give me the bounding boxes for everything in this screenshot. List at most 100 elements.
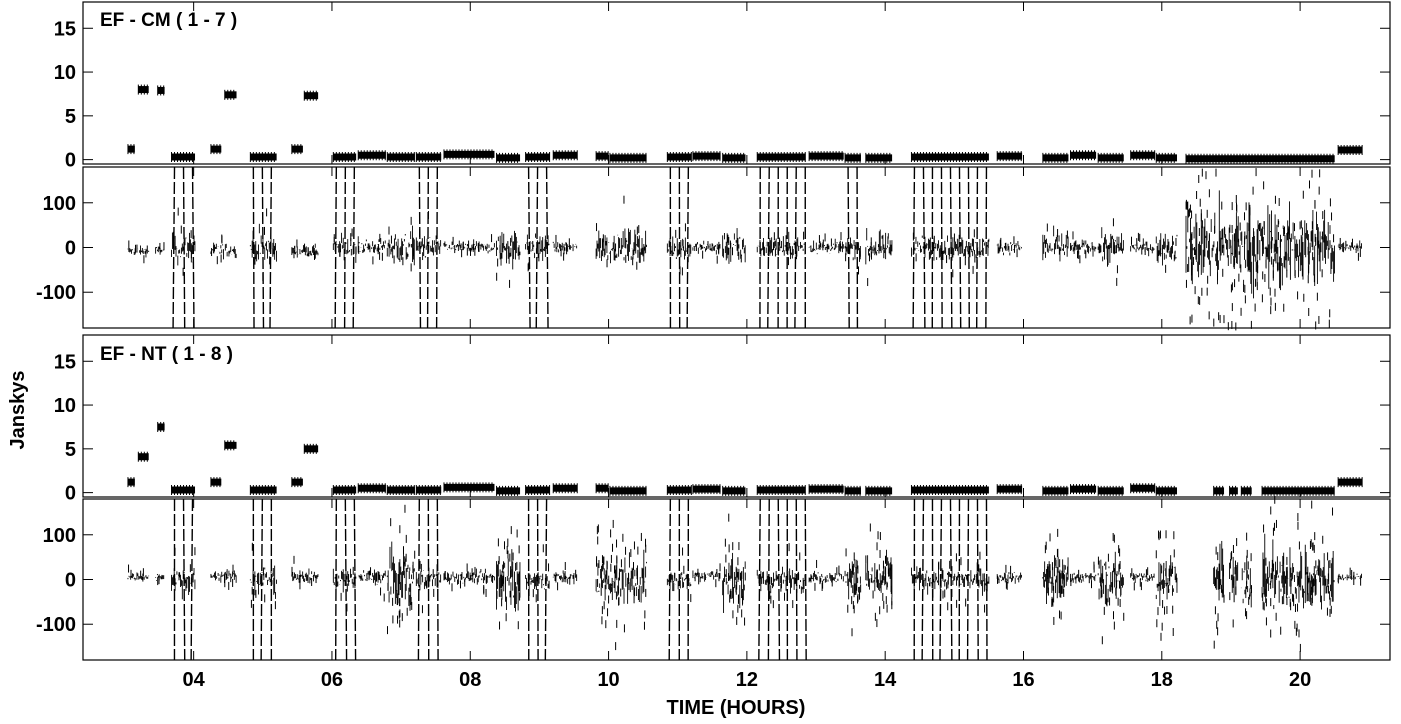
baseline-2-phase-phase-wrap-trace (544, 498, 548, 661)
baseline-2-amplitude-scan-4 (210, 478, 222, 486)
baseline-1-phase-phase-wrap-trace (343, 166, 347, 329)
baseline-2-phase-phase-wrap-trace (949, 498, 953, 661)
baseline-1-amplitude-y-tick-label: 15 (54, 18, 76, 40)
baseline-1-phase-scan-30 (1337, 237, 1362, 261)
baseline-1-phase-phase-wrap-trace (940, 166, 943, 329)
baseline-1-phase-scan-15 (666, 166, 692, 329)
baseline-2-amplitude-scan-8 (304, 445, 319, 453)
baseline-2-phase-phase-wrap-trace (536, 498, 539, 661)
baseline-2-phase-scan-12 (525, 498, 550, 661)
baseline-1-amplitude-scan-29 (1070, 151, 1097, 159)
baseline-1-amplitude-scan-28 (1042, 154, 1069, 162)
baseline-1-phase-phase-wrap-trace (435, 166, 439, 329)
baseline-1-phase-scan-13 (552, 234, 578, 261)
baseline-2-amplitude-scan-29 (1070, 485, 1097, 493)
baseline-2-amplitude-scan-24 (845, 487, 861, 495)
baseline-1-phase-phase-wrap-trace (922, 166, 926, 329)
baseline-2-phase-scan-31 (1240, 532, 1252, 620)
baseline-2-amplitude-scan-20 (692, 485, 721, 493)
baseline-2-phase-scan-11 (496, 526, 521, 630)
baseline-1-phase-scan-18 (756, 166, 806, 329)
data-points (127, 84, 1363, 661)
baseline-2-phase-phase-wrap-trace (334, 498, 338, 661)
baseline-2-amplitude-frame (82, 334, 1391, 498)
baseline-1-phase-phase-wrap-trace (261, 166, 265, 329)
baseline-1-phase-phase-wrap-trace (958, 166, 962, 329)
baseline-1-phase-scan-20 (844, 166, 861, 329)
x-tick-label: 18 (1151, 669, 1173, 691)
baseline-2-amplitude-scan-11 (387, 486, 415, 494)
baseline-1-phase-phase-wrap-trace (794, 166, 797, 329)
baseline-2-phase-phase-wrap-trace (190, 498, 194, 661)
baseline-2-phase-scan-1 (155, 573, 165, 586)
baseline-2-phase-phase-wrap-trace (804, 498, 807, 661)
baseline-1-phase-y-tick-label: 0 (65, 238, 76, 260)
baseline-1-phase-phase-wrap-trace (847, 166, 850, 329)
baseline-2-phase-scan-26 (1097, 533, 1125, 645)
baseline-2-phase-scan-15 (666, 498, 692, 661)
baseline-2-phase-scan-30 (1229, 538, 1239, 628)
baseline-1-phase-phase-wrap-trace (535, 166, 539, 329)
baseline-2-phase-scan-14 (595, 519, 647, 651)
baseline-1-phase-scan-2 (171, 166, 196, 329)
baseline-2-phase-y-tick-label: 0 (65, 570, 76, 592)
baseline-2-phase-scan-0 (127, 564, 150, 582)
baseline-2-phase-scan-2 (171, 498, 196, 661)
baseline-1-phase-scan-3 (210, 234, 237, 265)
baseline-2-phase-phase-wrap-trace (939, 498, 943, 661)
baseline-2-phase-phase-wrap-trace (417, 498, 421, 661)
baseline-1-phase-phase-wrap-trace (426, 166, 430, 329)
x-tick-label: 12 (736, 669, 758, 691)
baseline-2-amplitude-scan-9 (333, 486, 357, 494)
baseline-1-amplitude-y-tick-label: 10 (54, 62, 76, 84)
baseline-2-phase-phase-wrap-trace (985, 498, 988, 661)
baseline-1-phase-phase-wrap-trace (191, 166, 195, 329)
baseline-1-phase-scan-5 (291, 239, 319, 260)
baseline-2-phase-scan-27 (1130, 567, 1155, 591)
baseline-2-phase-phase-wrap-trace (795, 498, 798, 661)
baseline-2-amplitude-scan-1 (138, 453, 149, 461)
baseline-2-amplitude-scan-33 (1213, 487, 1225, 495)
baseline-2-phase-scan-23 (996, 564, 1022, 590)
x-tick-label: 14 (874, 669, 897, 691)
baseline-2-phase-scan-24 (1042, 528, 1069, 625)
baseline-1-phase-phase-wrap-trace (352, 166, 356, 329)
baseline-1-amplitude-scan-13 (443, 150, 495, 158)
baseline-1-phase-scan-21 (865, 228, 893, 287)
baseline-1-amplitude-frame (82, 1, 1391, 165)
baseline-1-phase-phase-wrap-trace (334, 166, 338, 329)
baseline-1-phase-scan-17 (722, 228, 746, 264)
baseline-2-phase-phase-wrap-trace (344, 498, 348, 661)
baseline-1-phase-scan-19 (808, 232, 844, 255)
baseline-1-phase-scan-8 (386, 216, 415, 272)
x-tick-label: 04 (183, 669, 206, 691)
baseline-2-phase-scan-28 (1155, 530, 1178, 641)
baseline-2-phase-scan-13 (552, 561, 578, 591)
baseline-1-amplitude-scan-4 (210, 145, 222, 153)
baseline-2-phase-phase-wrap-trace (436, 498, 439, 661)
baseline-1-phase-phase-wrap-trace (545, 166, 549, 329)
baseline-1-phase-scan-24 (1042, 223, 1069, 262)
baseline-1-phase-scan-10 (443, 234, 495, 258)
axis-ticks (83, 2, 1390, 660)
baseline-1-amplitude-scan-21 (722, 154, 746, 162)
baseline-1-phase-scan-22 (911, 166, 990, 329)
x-tick-label: 20 (1289, 669, 1311, 691)
baseline-1-amplitude-scan-25 (865, 154, 893, 162)
baseline-2-phase-phase-wrap-trace (777, 498, 781, 661)
baseline-2-amplitude-scan-28 (1042, 487, 1069, 495)
baseline-1-phase-scan-26 (1097, 218, 1124, 286)
baseline-2-phase-scan-6 (332, 498, 357, 661)
x-tick-label: 10 (597, 669, 619, 691)
baseline-1-phase-phase-wrap-trace (252, 166, 255, 329)
baseline-2-phase-y-tick-label: -100 (36, 614, 76, 636)
baseline-1-phase-scan-7 (357, 233, 386, 265)
baseline-1-phase-y-tick-label: 100 (43, 193, 76, 215)
baseline-2-amplitude-scan-32 (1156, 487, 1178, 495)
baseline-2-phase-scan-21 (865, 523, 893, 628)
panel-frames (82, 1, 1391, 661)
baseline-2-phase-scan-8 (386, 504, 416, 635)
baseline-1-phase-scan-12 (525, 166, 550, 329)
baseline-1-phase-scan-11 (496, 230, 521, 288)
